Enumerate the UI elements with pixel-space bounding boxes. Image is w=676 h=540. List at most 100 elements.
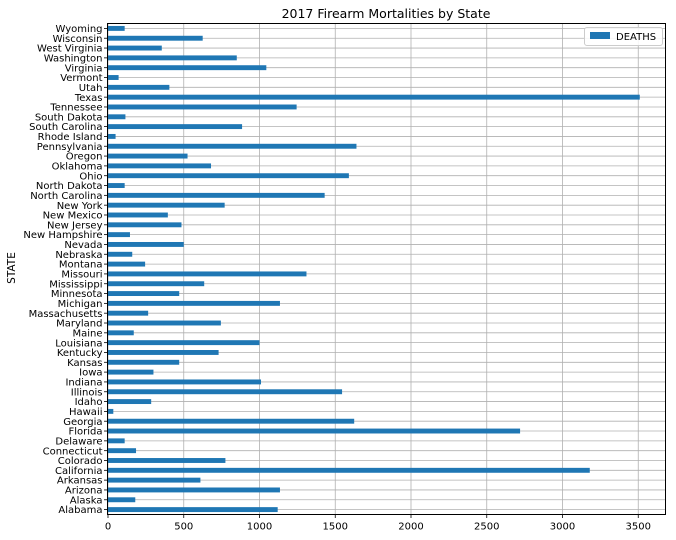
y-tick-label: South Dakota — [35, 112, 103, 123]
bar-north-dakota — [108, 183, 125, 188]
y-tick-label: Utah — [79, 83, 103, 94]
y-tick-label: Alaska — [70, 495, 103, 506]
bar-tennessee — [108, 104, 297, 110]
y-tick-label: Wisconsin — [53, 34, 103, 45]
bar-maine — [108, 330, 134, 336]
bar-indiana — [108, 379, 262, 385]
legend: DEATHS — [584, 27, 663, 46]
y-tick-label: Massachusetts — [29, 309, 103, 320]
x-tick-label: 2000 — [398, 522, 423, 533]
x-tick-label: 3000 — [550, 522, 575, 533]
y-tick-label: Rhode Island — [38, 132, 103, 143]
bar-kentucky — [108, 350, 219, 355]
bar-pennsylvania — [108, 143, 357, 149]
bar-kansas — [108, 359, 180, 365]
y-tick-label: California — [55, 466, 103, 477]
bar-ohio — [108, 173, 349, 179]
y-tick-label: Virginia — [65, 63, 103, 74]
legend-swatch — [590, 32, 610, 39]
bar-alabama — [108, 507, 278, 513]
y-tick-label: Minnesota — [51, 289, 103, 300]
bar-new-york — [108, 202, 225, 208]
axis-ticks: 0 500 1000 1500 2000 2500 3000 3500 AlabamaAlask… — [23, 24, 651, 532]
x-tick-label: 500 — [174, 522, 193, 533]
bar-alaska — [108, 497, 136, 503]
y-tick-label: New Jersey — [47, 220, 103, 231]
y-tick-label: Washington — [44, 53, 103, 64]
y-tick-label: Texas — [74, 93, 103, 104]
y-tick-label: Idaho — [75, 397, 103, 408]
bar-west-virginia — [108, 45, 162, 51]
bar-nevada — [108, 241, 184, 247]
plot-frame — [107, 23, 666, 515]
y-tick-label: Louisiana — [55, 338, 102, 349]
x-tick-label: 0 — [105, 522, 111, 533]
y-tick-label: Alabama — [58, 505, 102, 516]
y-tick-label: Delaware — [55, 436, 102, 447]
bar-connecticut — [108, 448, 137, 454]
y-tick-label: West Virginia — [37, 44, 102, 55]
y-tick-label: Hawaii — [69, 407, 103, 418]
x-tick-label: 1500 — [323, 522, 348, 533]
bar-virginia — [108, 65, 267, 71]
bar-delaware — [108, 438, 125, 444]
bar-nebraska — [108, 251, 133, 257]
bar-wyoming — [108, 25, 125, 31]
bar-arkansas — [108, 477, 201, 483]
y-tick-label: Florida — [68, 427, 102, 438]
y-tick-label: Iowa — [79, 368, 102, 379]
bar-colorado — [108, 458, 226, 463]
y-tick-label: Ohio — [79, 171, 102, 182]
bar-california — [108, 467, 590, 473]
y-tick-label: Maine — [72, 328, 102, 339]
y-tick-label: Nebraska — [55, 250, 102, 261]
bar-north-carolina — [108, 192, 325, 198]
y-tick-label: Maryland — [56, 319, 102, 330]
y-tick-label: Oregon — [66, 152, 103, 163]
bar-louisiana — [108, 340, 260, 346]
bar-massachusetts — [108, 310, 149, 316]
y-tick-label: Arkansas — [57, 476, 103, 487]
bar-illinois — [108, 389, 343, 395]
y-tick-label: Tennessee — [49, 103, 102, 114]
y-tick-label: Montana — [59, 260, 103, 271]
y-tick-label: Missouri — [61, 270, 102, 281]
bar-idaho — [108, 399, 152, 405]
y-tick-label: New Mexico — [43, 211, 103, 222]
bar-texas — [108, 94, 640, 100]
y-axis-label: STATE — [6, 252, 18, 284]
y-tick-label: Vermont — [60, 73, 102, 84]
y-tick-label: New Hampshire — [23, 230, 102, 241]
y-tick-label: North Dakota — [36, 181, 103, 192]
bars — [108, 25, 640, 513]
legend-label: DEATHS — [616, 32, 656, 43]
bar-oregon — [108, 153, 188, 159]
bar-florida — [108, 428, 521, 434]
bar-mississippi — [108, 281, 205, 287]
y-tick-label: Illinois — [71, 387, 103, 398]
bar-hawaii — [108, 408, 114, 414]
bar-minnesota — [108, 291, 180, 297]
y-tick-label: North Carolina — [30, 191, 102, 202]
x-tick-label: 1000 — [247, 522, 272, 533]
y-tick-label: Indiana — [65, 378, 102, 389]
bar-vermont — [108, 75, 119, 80]
bar-iowa — [108, 369, 154, 375]
bar-washington — [108, 55, 237, 61]
y-tick-label: Connecticut — [43, 446, 103, 457]
y-tick-label: Kansas — [67, 358, 102, 369]
bar-new-mexico — [108, 212, 168, 218]
bar-michigan — [108, 300, 280, 306]
y-tick-label: Kentucky — [57, 348, 103, 359]
y-tick-label: Oklahoma — [52, 161, 103, 172]
y-tick-label: Michigan — [58, 299, 103, 310]
y-tick-label: Pennsylvania — [37, 142, 103, 153]
bar-missouri — [108, 271, 307, 277]
bar-wisconsin — [108, 35, 203, 41]
x-tick-label: 3500 — [626, 522, 651, 533]
bar-south-carolina — [108, 124, 243, 130]
bar-georgia — [108, 418, 355, 424]
bar-montana — [108, 261, 146, 267]
bar-arizona — [108, 487, 280, 493]
